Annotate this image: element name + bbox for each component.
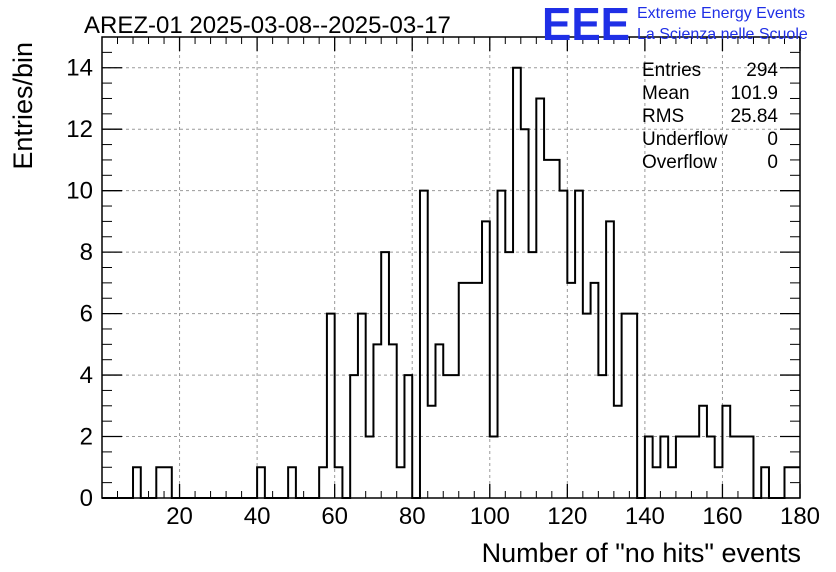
histogram-bin: [435, 344, 443, 498]
histogram-bin: [389, 344, 397, 498]
histogram-bin: [327, 314, 335, 498]
histogram-bin: [373, 344, 381, 498]
histogram-bin: [699, 406, 707, 498]
x-tick-label: 100: [470, 503, 510, 530]
y-tick-label: 14: [66, 55, 93, 82]
histogram-bin: [622, 314, 630, 498]
histogram-bin: [691, 437, 699, 498]
stats-label-entries: Entries: [642, 60, 701, 81]
histogram-bin: [591, 283, 599, 498]
x-tick-label: 80: [399, 503, 426, 530]
y-tick-label: 10: [66, 178, 93, 205]
histogram-bin: [583, 314, 591, 498]
histogram-bin: [552, 160, 560, 498]
histogram-bin: [420, 191, 428, 498]
y-axis-label: Entries/bin: [8, 42, 38, 170]
stats-label-mean: Mean: [642, 83, 690, 104]
x-tick-label: 60: [321, 503, 348, 530]
histogram-bin: [513, 68, 521, 498]
grid-lines: [102, 37, 800, 498]
y-tick-label: 0: [80, 485, 93, 512]
histogram-bin: [428, 406, 436, 498]
stats-label-underflow: Underflow: [642, 129, 728, 150]
axes: 20 40 60 80 100 120 140 160 180 0 2 4 6 8 10 12 14: [66, 36, 820, 530]
histogram-bin: [660, 437, 668, 498]
y-tick-label: 4: [80, 362, 93, 389]
histogram-outline: [102, 66, 800, 499]
histogram-bin: [606, 221, 614, 498]
histogram-bin: [567, 283, 575, 498]
histogram-bin: [707, 437, 715, 498]
x-tick-label: 180: [780, 503, 820, 530]
histogram-bin: [536, 98, 544, 498]
histogram-bin: [676, 437, 684, 498]
x-tick-label: 120: [547, 503, 587, 530]
histogram-bin: [575, 191, 583, 498]
stats-value-overflow: 0: [767, 152, 778, 173]
x-tick-label: 140: [625, 503, 665, 530]
histogram-bin: [257, 467, 265, 498]
histogram-bin: [164, 467, 172, 498]
stats-box: Entries 294 Mean 101.9 RMS 25.84 Underfl…: [642, 60, 778, 173]
histogram-bin: [319, 467, 327, 498]
histogram-bin: [482, 221, 490, 498]
histogram-bin: [560, 191, 568, 498]
histogram-bin: [467, 283, 475, 498]
plot-frame: [101, 36, 801, 499]
histogram-bin: [629, 314, 637, 498]
x-tick-label: 160: [702, 503, 742, 530]
stats-label-rms: RMS: [642, 106, 684, 127]
x-tick-label: 40: [244, 503, 271, 530]
histogram-bin: [761, 467, 769, 498]
histogram-bars: [102, 66, 800, 499]
histogram-bin: [738, 437, 746, 498]
chart-title: AREZ-01 2025-03-08--2025-03-17: [84, 12, 451, 39]
histogram-bin: [133, 467, 141, 498]
y-tick-label: 2: [80, 424, 93, 451]
stats-value-underflow: 0: [767, 129, 778, 150]
histogram-bin: [474, 283, 482, 498]
histogram-bin: [746, 437, 754, 498]
histogram-bin: [288, 467, 296, 498]
y-tick-label: 6: [80, 301, 93, 328]
histogram-bin: [335, 467, 343, 498]
histogram-bin: [459, 283, 467, 498]
histogram-bin: [722, 406, 730, 498]
x-axis-label: Number of "no hits" events: [482, 538, 801, 568]
stats-value-entries: 294: [746, 60, 778, 81]
histogram-bin: [730, 437, 738, 498]
histogram-bin: [397, 467, 405, 498]
histogram-bin: [684, 437, 692, 498]
x-tick-label: 20: [166, 503, 193, 530]
y-tick-label: 8: [80, 239, 93, 266]
histogram-bin: [614, 406, 622, 498]
eee-logo: EEE Extreme Energy Events La Scienza nel…: [542, 0, 808, 50]
histogram-bin: [366, 437, 374, 498]
logo-line-1: Extreme Energy Events: [637, 5, 805, 22]
histogram-bin: [668, 467, 676, 498]
histogram-bin: [715, 467, 723, 498]
histogram-bin: [156, 467, 164, 498]
histogram-bin: [645, 437, 653, 498]
histogram-bin: [653, 467, 661, 498]
histogram-bin: [358, 314, 366, 498]
stats-value-mean: 101.9: [730, 83, 778, 104]
logo-line-2: La Scienza nelle Scuole: [637, 26, 808, 43]
y-tick-label: 12: [66, 116, 93, 143]
stats-label-overflow: Overflow: [642, 152, 717, 173]
histogram-bin: [498, 191, 506, 498]
logo-letters: EEE: [542, 0, 630, 50]
histogram-bin: [544, 160, 552, 498]
histogram-bin: [490, 437, 498, 498]
stats-value-rms: 25.84: [730, 106, 778, 127]
